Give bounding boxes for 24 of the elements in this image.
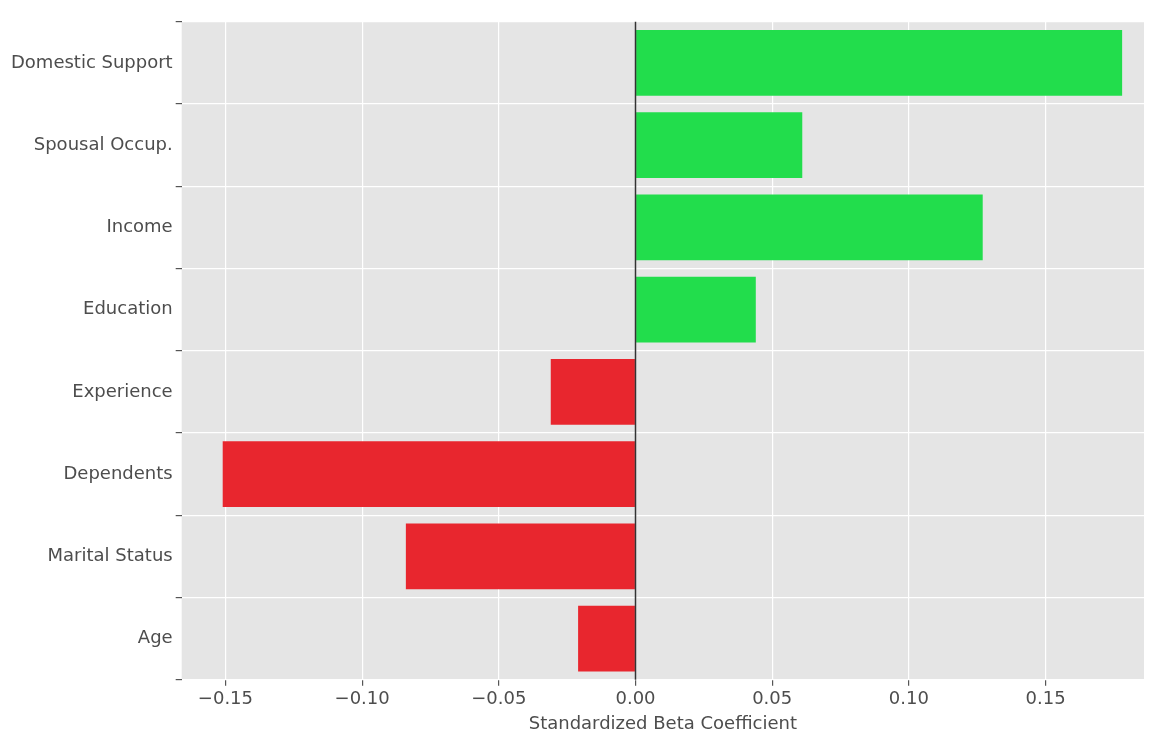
bar — [405, 523, 635, 590]
y-tick-label: Experience — [72, 379, 173, 401]
x-tick-label: 0.10 — [888, 687, 929, 709]
y-tick-label: Education — [83, 297, 173, 319]
bar — [636, 276, 756, 343]
y-tick-label: Domestic Support — [10, 50, 173, 72]
y-tick-label: Dependents — [63, 461, 173, 483]
bar — [636, 112, 803, 179]
bar — [550, 359, 635, 425]
y-tick-label: Income — [106, 215, 173, 237]
bar — [636, 194, 983, 261]
x-tick-label: −0.10 — [334, 687, 390, 709]
y-tick-label: Spousal Occup. — [33, 132, 173, 154]
x-tick-label: −0.15 — [197, 687, 254, 709]
x-tick-label: 0.00 — [615, 687, 656, 709]
bar — [222, 441, 635, 508]
y-tick-label: Age — [137, 626, 173, 648]
x-axis-title: Standardized Beta Coefficient — [528, 711, 797, 733]
x-tick-label: −0.05 — [471, 687, 527, 709]
x-tick-label: 0.15 — [1025, 687, 1066, 709]
bar — [578, 605, 635, 672]
x-tick-label: 0.05 — [752, 687, 793, 709]
bar — [636, 30, 1123, 96]
y-tick-label: Marital Status — [47, 544, 173, 566]
